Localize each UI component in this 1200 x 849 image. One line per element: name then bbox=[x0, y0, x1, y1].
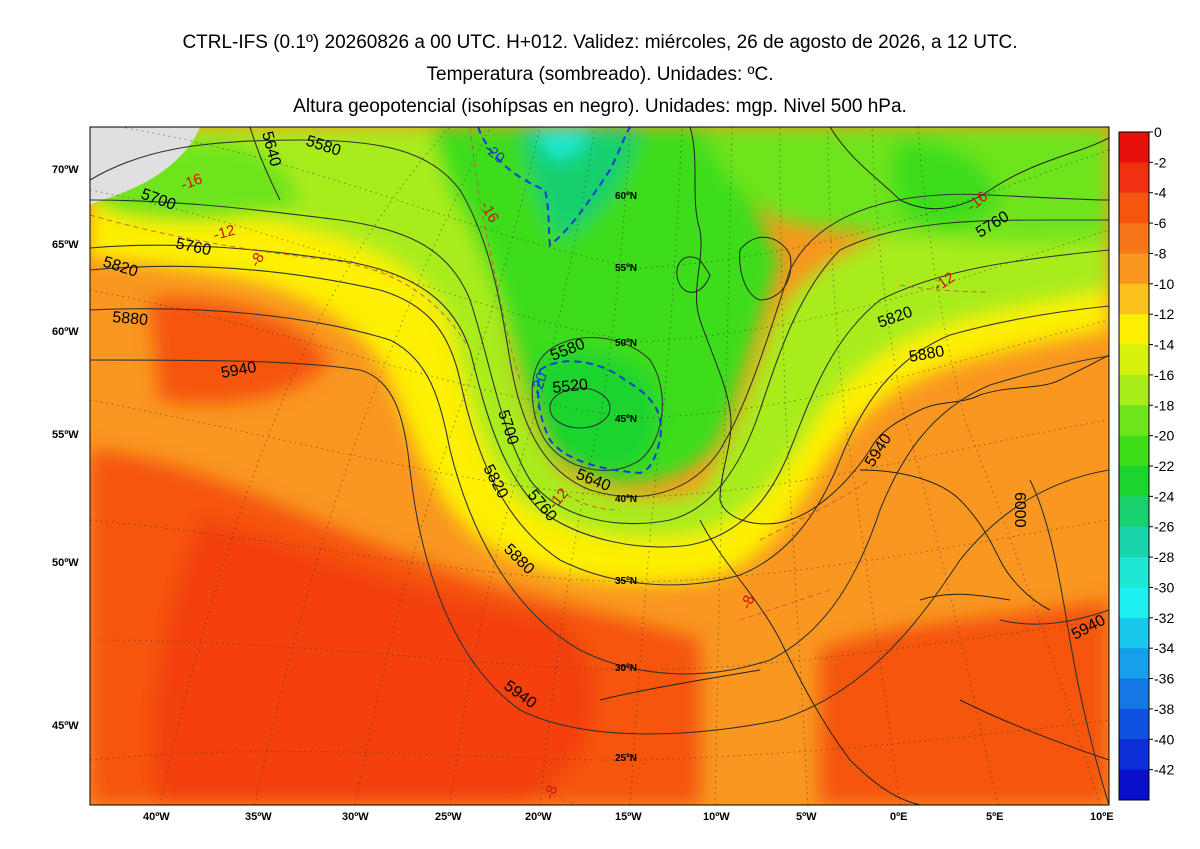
colorbar-swatch bbox=[1119, 557, 1149, 588]
z-label: 5940 bbox=[220, 359, 258, 382]
temp-contours-blue bbox=[477, 127, 662, 475]
title-block: CTRL-IFS (0.1º) 20260826 a 00 UTC. H+012… bbox=[0, 27, 1200, 123]
colorbar-label: -18 bbox=[1154, 397, 1174, 413]
colorbar-swatch bbox=[1119, 344, 1149, 376]
lat-label: 25ºN bbox=[615, 753, 637, 764]
left-label: 55ºW bbox=[52, 429, 79, 441]
title-line-2: Temperatura (sombreado). Unidades: ºC. bbox=[426, 64, 774, 85]
colorbar-swatch bbox=[1119, 314, 1149, 346]
bottom-label: 35ºW bbox=[245, 811, 272, 823]
left-axis-labels: 70ºW 65ºW 60ºW 55ºW 50ºW 45ºW bbox=[52, 164, 79, 732]
t-label: -20 bbox=[528, 370, 551, 396]
lat-label: 45ºN bbox=[615, 414, 637, 425]
colorbar-label: -26 bbox=[1154, 519, 1174, 535]
colorbar-swatch bbox=[1119, 769, 1149, 801]
bottom-label: 20ºW bbox=[525, 811, 552, 823]
bottom-label: 5ºW bbox=[796, 811, 817, 823]
colorbar-swatch bbox=[1119, 739, 1149, 771]
temp-contours-red bbox=[90, 127, 991, 805]
colorbar-swatch bbox=[1119, 466, 1149, 497]
bottom-label: 10ºW bbox=[703, 811, 730, 823]
t-label: -8 bbox=[541, 783, 562, 801]
bottom-label: 15ºW bbox=[615, 811, 642, 823]
colorbar-swatch bbox=[1119, 648, 1149, 680]
map-frame bbox=[89, 126, 1110, 806]
colorbar-label: -6 bbox=[1154, 215, 1167, 231]
t-label: -16 bbox=[179, 170, 205, 193]
bottom-label: 30ºW bbox=[342, 811, 369, 823]
colorbar-label: -4 bbox=[1154, 185, 1167, 201]
colorbar-swatch bbox=[1119, 435, 1149, 467]
colorbar-swatch bbox=[1119, 617, 1149, 649]
colorbar-swatch bbox=[1119, 223, 1149, 254]
colorbar-swatch bbox=[1119, 283, 1149, 315]
colorbar-label: -28 bbox=[1154, 549, 1174, 565]
bottom-label: 40ºW bbox=[143, 811, 170, 823]
colorbar-swatch bbox=[1119, 192, 1149, 224]
colorbar-swatch bbox=[1119, 374, 1149, 406]
colorbar-label: -42 bbox=[1154, 762, 1174, 778]
lat-label: 40ºN bbox=[615, 494, 637, 505]
colorbar-label: -14 bbox=[1154, 337, 1174, 353]
bottom-label: 0ºE bbox=[890, 811, 907, 823]
bottom-label: 25ºW bbox=[435, 811, 462, 823]
colorbar-label: -16 bbox=[1154, 367, 1174, 383]
colorbar-label: -12 bbox=[1154, 306, 1174, 322]
colorbar-swatch bbox=[1119, 253, 1149, 285]
colorbar-swatch bbox=[1119, 162, 1149, 194]
z-label: 5520 bbox=[552, 376, 589, 397]
colorbar-swatch bbox=[1119, 708, 1149, 740]
left-label: 70ºW bbox=[52, 164, 79, 176]
lat-label: 55ºN bbox=[615, 263, 637, 274]
colorbar-swatch bbox=[1119, 496, 1149, 528]
lat-label: 60ºN bbox=[615, 191, 637, 202]
colorbar-swatch bbox=[1119, 405, 1149, 437]
colorbar-swatch bbox=[1119, 132, 1149, 163]
left-label: 45ºW bbox=[52, 720, 79, 732]
colorbar-label: -20 bbox=[1154, 428, 1174, 444]
colorbar-label: -38 bbox=[1154, 701, 1174, 717]
colorbar-label: -36 bbox=[1154, 671, 1174, 687]
title-line-3: Altura geopotencial (isohípsas en negro)… bbox=[293, 96, 907, 117]
t-label: -8 bbox=[738, 593, 759, 611]
isohypses bbox=[90, 127, 1109, 805]
colorbar-swatch bbox=[1119, 526, 1149, 558]
bottom-label: 10ºE bbox=[1090, 811, 1114, 823]
colorbar-label: 0 bbox=[1154, 124, 1162, 140]
colorbar-swatch bbox=[1119, 587, 1149, 619]
bottom-label: 5ºE bbox=[986, 811, 1003, 823]
left-label: 50ºW bbox=[52, 557, 79, 569]
z-label: 5880 bbox=[908, 343, 946, 366]
colorbar-label: -40 bbox=[1154, 731, 1174, 747]
colorbar-label: -8 bbox=[1154, 245, 1167, 261]
colorbar-label: -24 bbox=[1154, 488, 1174, 504]
lat-label: 50ºN bbox=[615, 338, 637, 349]
colorbar-swatch bbox=[1119, 678, 1149, 710]
colorbar-label: -10 bbox=[1154, 276, 1174, 292]
left-label: 60ºW bbox=[52, 326, 79, 338]
lat-label: 30ºN bbox=[615, 663, 637, 674]
temperature-field: 5580 5640 5700 5760 5820 5880 5940 5520 … bbox=[90, 127, 1109, 805]
z-label: 5880 bbox=[112, 309, 149, 329]
colorbar-label: -32 bbox=[1154, 610, 1174, 626]
colorbar-label: -30 bbox=[1154, 579, 1174, 595]
latitude-labels: 60ºN 55ºN 50ºN 45ºN 40ºN 35ºN 30ºN 25ºN bbox=[615, 191, 637, 764]
colorbar-label: -22 bbox=[1154, 458, 1174, 474]
colorbar-label: -2 bbox=[1154, 154, 1167, 170]
title-line-1: CTRL-IFS (0.1º) 20260826 a 00 UTC. H+012… bbox=[182, 32, 1018, 53]
z-label: 6000 bbox=[1011, 492, 1028, 528]
bottom-axis-labels: 40ºW 35ºW 30ºW 25ºW 20ºW 15ºW 10ºW 5ºW 0… bbox=[143, 811, 1114, 823]
colorbar-label: -34 bbox=[1154, 640, 1174, 656]
colorbar: 0 -2 -4 -6 -8 -10 -12 -14 -16 -18 -20 -22 -24 -26 -28 -… bbox=[1118, 124, 1174, 801]
lat-label: 35ºN bbox=[615, 576, 637, 587]
left-label: 65ºW bbox=[52, 239, 79, 251]
t-label: -12 bbox=[212, 222, 237, 244]
